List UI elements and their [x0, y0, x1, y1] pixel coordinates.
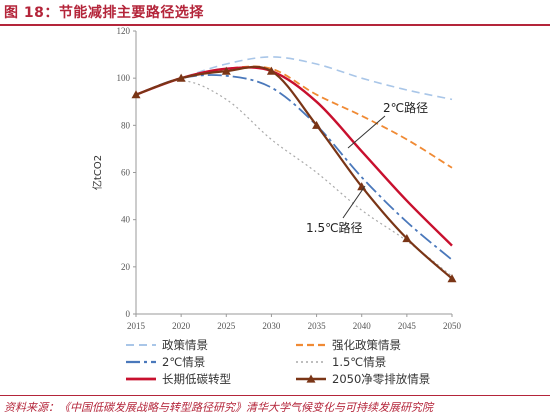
data-point-marker	[176, 73, 186, 82]
annotation-leader	[347, 115, 386, 149]
legend-label: 2050净零排放情景	[332, 372, 430, 386]
y-axis-label: 亿tCO2	[91, 155, 104, 190]
series-lines	[131, 56, 457, 283]
x-tick-label: 2030	[262, 321, 281, 331]
figure-title: 图 18：节能减排主要路径选择	[4, 5, 204, 21]
footer-rule	[0, 395, 550, 396]
y-tick-label: 100	[117, 73, 131, 83]
y-tick-label: 60	[121, 168, 131, 178]
x-tick-label: 2050	[443, 321, 462, 331]
x-tick-label: 2035	[308, 321, 327, 331]
data-point-marker	[402, 234, 412, 243]
legend-label: 1.5℃情景	[332, 355, 386, 369]
series-line-1	[135, 65, 453, 169]
y-tick-label: 120	[117, 26, 131, 36]
axes: 2015 2020 2025 2030 2035 2040 2045 205002040608…	[91, 26, 462, 331]
y-tick-label: 0	[126, 309, 131, 319]
data-point-marker	[312, 120, 322, 129]
annotation-label: 1.5℃路径	[306, 220, 363, 235]
data-point-marker	[447, 274, 457, 283]
y-tick-label: 20	[121, 262, 131, 272]
x-tick-label: 2045	[398, 321, 417, 331]
legend-label: 2℃情景	[162, 355, 205, 369]
x-tick-label: 2040	[353, 321, 372, 331]
legend-label: 强化政策情景	[332, 338, 401, 352]
data-point-marker	[131, 90, 141, 99]
annotation-leader	[342, 185, 366, 219]
y-tick-label: 80	[121, 120, 131, 130]
series-line-5	[135, 65, 453, 280]
x-tick-label: 2020	[172, 321, 191, 331]
title-rule	[0, 24, 550, 26]
legend-label: 长期低碳转型	[162, 372, 231, 386]
y-tick-label: 40	[121, 215, 131, 225]
annotation-label: 2℃路径	[383, 100, 428, 115]
source-note: 资料来源：《中国低碳发展战略与转型路径研究》清华大学气候变化与可持续发展研究院	[4, 401, 433, 414]
legend-marker	[306, 374, 316, 383]
annotations: 2℃路径 1.5℃路径	[306, 100, 428, 235]
data-point-marker	[221, 66, 231, 75]
legend-label: 政策情景	[162, 338, 208, 352]
emissions-chart: 2015 2020 2025 2030 2035 2040 2045 205002040608…	[91, 26, 462, 386]
x-tick-label: 2015	[127, 321, 146, 331]
x-tick-label: 2025	[217, 321, 236, 331]
data-point-marker	[266, 66, 276, 75]
